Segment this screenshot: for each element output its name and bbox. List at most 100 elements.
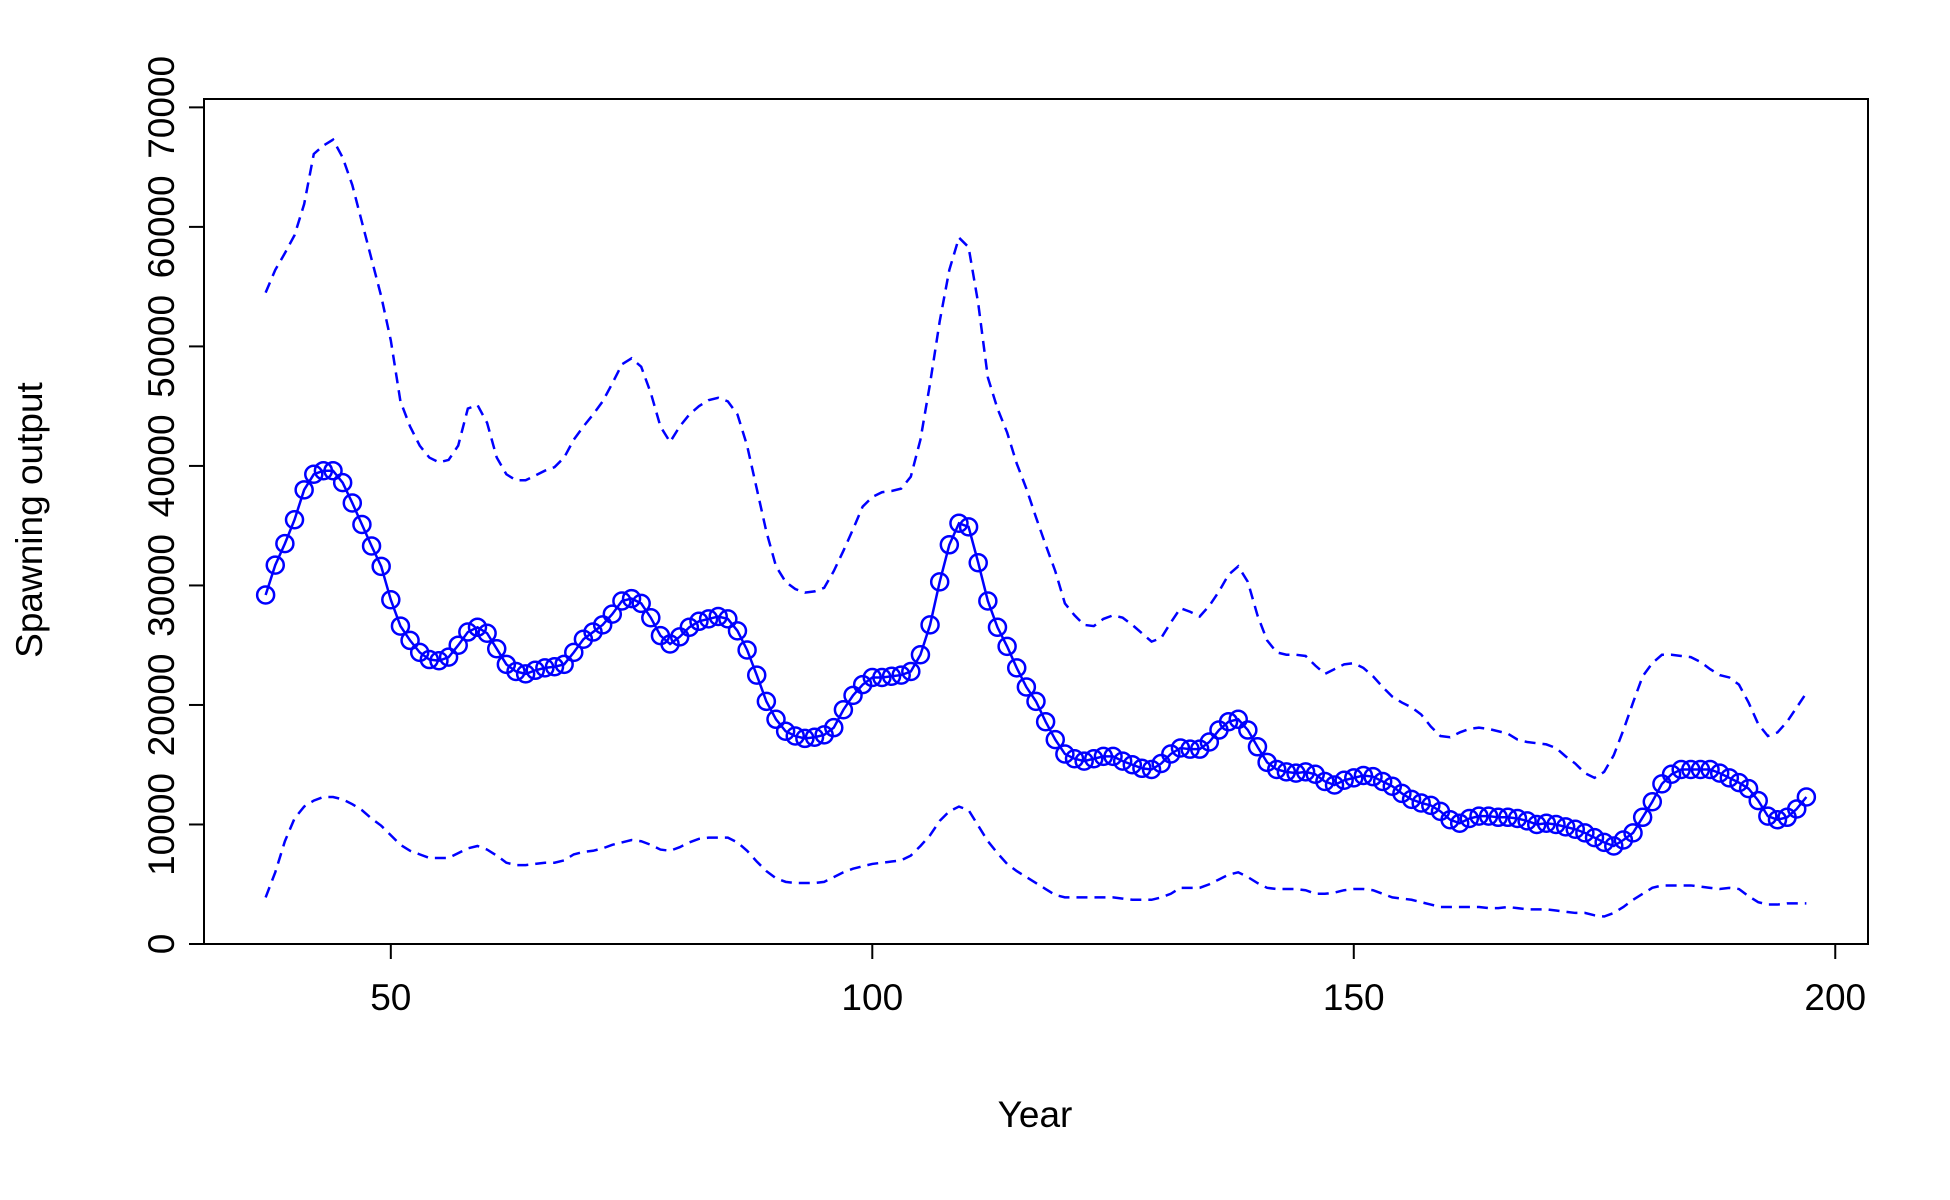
data-point	[987, 617, 1008, 638]
data-point	[727, 621, 748, 641]
data-point	[390, 616, 411, 636]
data-point	[1681, 759, 1701, 780]
data-point	[1786, 799, 1807, 819]
data-point	[294, 480, 314, 500]
data-point	[265, 555, 286, 575]
data-point	[1748, 790, 1768, 811]
data-point	[1199, 732, 1220, 752]
data-point	[1055, 744, 1075, 764]
data-point	[1690, 759, 1711, 780]
data-point	[1247, 737, 1268, 757]
data-point	[901, 661, 921, 682]
data-point	[1507, 808, 1528, 829]
data-point	[342, 493, 363, 513]
data-point	[1334, 770, 1354, 791]
data-point	[746, 665, 767, 685]
data-point	[920, 615, 940, 635]
data-point	[1103, 746, 1123, 767]
y-tick-label: 50000	[141, 295, 182, 398]
data-point	[756, 691, 777, 712]
data-point	[795, 728, 815, 749]
data-point	[891, 665, 911, 685]
data-point	[929, 572, 950, 592]
data-point	[1324, 775, 1345, 795]
data-point	[323, 460, 343, 481]
data-point	[1729, 772, 1749, 793]
data-point	[564, 642, 584, 663]
x-tick-label: 200	[1804, 977, 1866, 1018]
data-point	[1363, 766, 1383, 787]
data-point	[1758, 806, 1778, 826]
data-point	[1170, 738, 1191, 758]
data-point	[467, 617, 488, 638]
data-point	[381, 590, 401, 610]
data-point	[400, 630, 420, 651]
data-point	[698, 609, 719, 629]
data-point	[1459, 808, 1480, 829]
data-point	[1469, 806, 1489, 826]
data-point	[371, 556, 391, 577]
data-point	[785, 726, 806, 746]
data-point	[1498, 807, 1518, 828]
data-point	[939, 535, 960, 555]
data-point	[1767, 809, 1788, 830]
y-tick-label: 20000	[141, 654, 182, 757]
x-tick-label: 150	[1323, 977, 1385, 1018]
series-line	[264, 137, 1808, 780]
data-point	[1594, 832, 1614, 853]
data-point	[1238, 720, 1258, 740]
data-point	[1218, 711, 1239, 732]
data-point	[1344, 768, 1364, 788]
data-point	[525, 660, 546, 681]
data-point	[1266, 759, 1287, 780]
data-point	[775, 721, 796, 742]
series-line	[264, 795, 1807, 918]
data-point	[1709, 763, 1730, 783]
data-point	[1093, 746, 1114, 767]
data-point	[515, 664, 536, 684]
data-point	[1488, 807, 1508, 828]
y-axis-label: Spawning output	[9, 381, 50, 657]
data-point	[438, 647, 459, 667]
data-point	[554, 654, 574, 675]
data-point	[1084, 748, 1104, 769]
data-point	[1575, 823, 1595, 843]
data-point	[833, 699, 854, 720]
data-point	[1141, 759, 1162, 780]
data-point	[631, 593, 651, 614]
data-point	[313, 460, 334, 481]
data-point	[1064, 748, 1085, 769]
data-point	[1295, 762, 1316, 782]
y-tick-label: 60000	[141, 175, 182, 278]
data-point	[284, 509, 305, 530]
data-point	[1161, 744, 1181, 764]
data-point	[1421, 795, 1441, 816]
data-point	[1276, 762, 1297, 782]
y-tick-label: 70000	[141, 56, 182, 159]
data-point	[718, 609, 738, 629]
data-point	[255, 585, 276, 605]
data-point	[361, 536, 382, 556]
data-point	[275, 533, 295, 554]
data-point	[506, 661, 526, 682]
data-point	[1401, 789, 1422, 810]
data-point	[1719, 768, 1740, 788]
data-point	[448, 635, 468, 655]
data-point	[824, 717, 844, 738]
data-point	[1632, 807, 1653, 828]
data-point	[458, 622, 478, 642]
data-point	[1604, 836, 1624, 856]
y-tick-label: 10000	[141, 773, 182, 876]
data-point	[1132, 758, 1152, 779]
data-point	[1286, 763, 1306, 783]
data-point	[1315, 771, 1335, 792]
data-point	[766, 709, 786, 730]
data-point	[949, 513, 969, 534]
x-tick-label: 100	[841, 977, 903, 1018]
data-point	[910, 645, 931, 665]
data-point	[1035, 711, 1056, 732]
data-point	[843, 685, 863, 706]
data-point	[535, 658, 555, 678]
data-point	[419, 649, 440, 670]
